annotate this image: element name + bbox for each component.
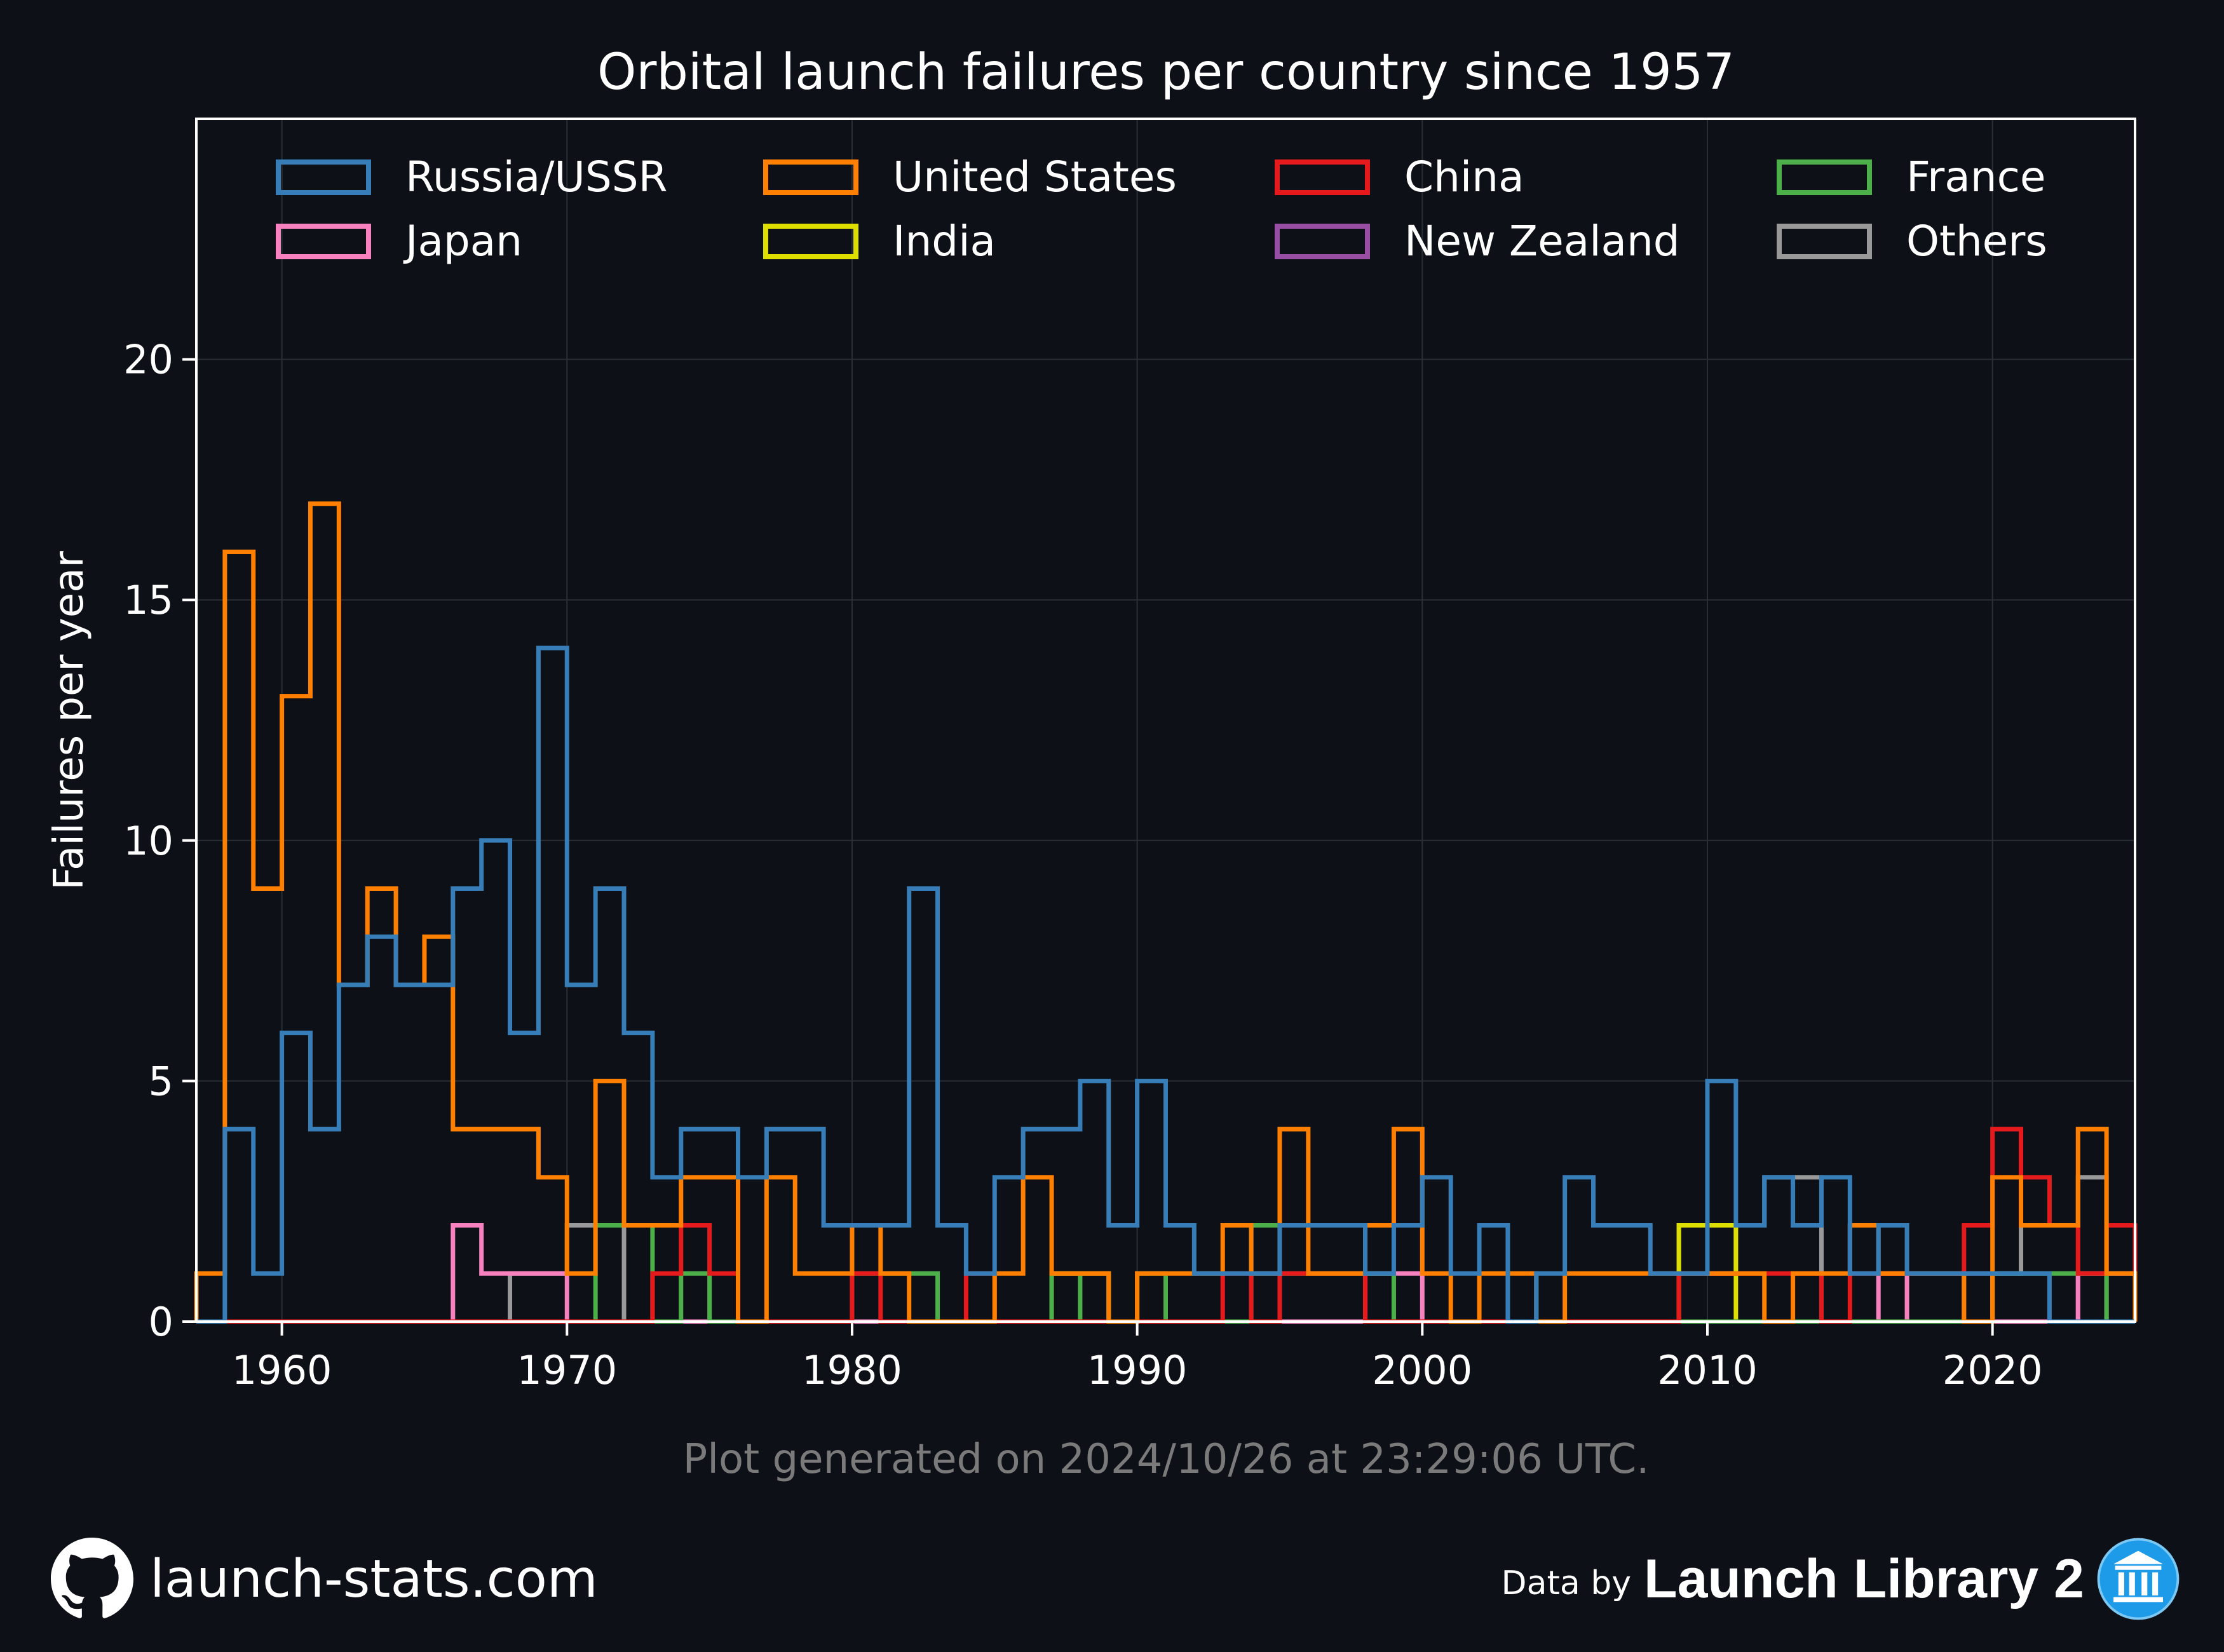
y-axis-label: Failures per year bbox=[46, 550, 93, 890]
x-tick-label: 1980 bbox=[802, 1347, 902, 1393]
y-tick-label: 20 bbox=[123, 337, 173, 383]
y-tick-label: 0 bbox=[149, 1299, 173, 1345]
y-tick-label: 5 bbox=[149, 1058, 173, 1104]
legend-label-russia-ussr: Russia/USSR bbox=[405, 152, 667, 201]
legend-swatch-china bbox=[1275, 159, 1370, 195]
data-by-label: Data by bbox=[1501, 1564, 1632, 1602]
library-building-icon bbox=[2097, 1538, 2180, 1620]
provider-label: Launch Library 2 bbox=[1644, 1548, 2084, 1609]
x-tick-label: 2010 bbox=[1657, 1347, 1758, 1393]
legend-swatch-united-states bbox=[763, 159, 858, 195]
x-axis: 1960 1970 1980 1990 2000 2010 2020 bbox=[232, 1322, 2043, 1393]
plot-frame bbox=[195, 118, 2136, 1323]
data-credit[interactable]: Data by Launch Library 2 bbox=[1502, 1538, 2180, 1620]
chart-title: Orbital launch failures per country sinc… bbox=[597, 44, 1735, 101]
y-tick-label: 15 bbox=[123, 577, 173, 623]
x-tick-label: 2000 bbox=[1372, 1347, 1472, 1393]
x-tick-label: 1960 bbox=[232, 1347, 332, 1393]
legend-swatch-new-zealand bbox=[1275, 224, 1370, 259]
y-tick-label: 10 bbox=[123, 818, 173, 864]
legend-label-united-states: United States bbox=[893, 152, 1177, 201]
x-tick-label: 2020 bbox=[1943, 1347, 2043, 1393]
legend-label-france: France bbox=[1906, 152, 2045, 201]
legend-label-japan: Japan bbox=[403, 217, 522, 266]
legend-label-others: Others bbox=[1906, 217, 2047, 266]
series-line-russia-ussr bbox=[196, 646, 2135, 1324]
site-label: launch-stats.com bbox=[150, 1548, 598, 1609]
legend-label-india: India bbox=[893, 217, 996, 266]
legend-label-china: China bbox=[1404, 152, 1524, 201]
x-tick-label: 1970 bbox=[517, 1347, 617, 1393]
site-link[interactable]: launch-stats.com bbox=[51, 1538, 598, 1618]
legend-swatch-india bbox=[763, 224, 858, 259]
y-axis: 0 5 10 15 20 bbox=[123, 337, 196, 1345]
github-icon bbox=[51, 1538, 133, 1618]
x-tick-label: 1990 bbox=[1087, 1347, 1188, 1393]
legend-swatch-others bbox=[1777, 224, 1872, 259]
legend-swatch-france bbox=[1777, 159, 1872, 195]
series-lines bbox=[194, 501, 2138, 1324]
legend-swatch-russia-ussr bbox=[276, 159, 371, 195]
legend-swatch-japan bbox=[276, 224, 371, 259]
legend: Russia/USSR United States China France Japan… bbox=[276, 152, 2047, 266]
generated-note: Plot generated on 2024/10/26 at 23:29:06… bbox=[683, 1436, 1650, 1483]
legend-label-new-zealand: New Zealand bbox=[1404, 217, 1680, 266]
